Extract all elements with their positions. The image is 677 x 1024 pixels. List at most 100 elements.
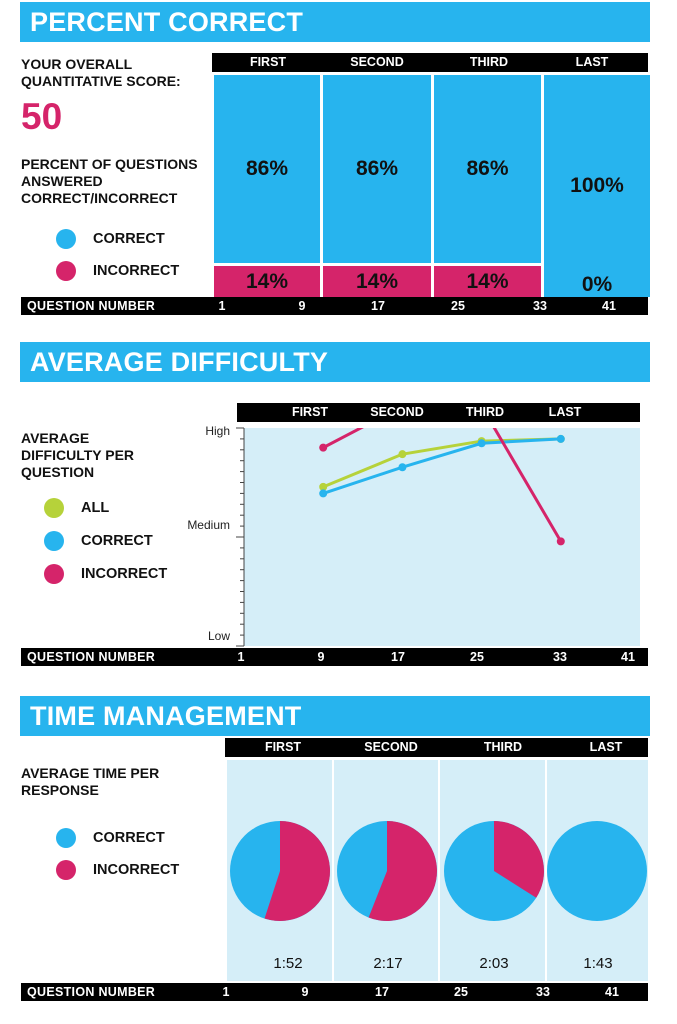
ad-tick-1: 1 (237, 650, 245, 664)
difficulty-line-incorrect (322, 428, 563, 543)
ad-tick-33: 33 (553, 650, 567, 664)
tm-legend-correct: CORRECT (56, 828, 165, 848)
pc-column-last: 100% 0% (544, 75, 650, 297)
pc-segment-bar: FIRST SECOND THIRD LAST (212, 53, 648, 72)
difficulty-point-correct (556, 434, 565, 443)
pie-slice-incorrect-third (494, 821, 544, 898)
tm-segment-first: FIRST (264, 740, 302, 754)
all-legend-dot (44, 498, 64, 518)
difficulty-point-correct (398, 463, 407, 472)
tm-tick-17: 17 (375, 985, 389, 999)
pc-legend-incorrect-label: INCORRECT (93, 263, 180, 279)
average-difficulty-header: AVERAGE DIFFICULTY (20, 342, 650, 382)
pc-bar-incorrect-last: 0% (581, 273, 613, 296)
tm-segment-second: SECOND (364, 740, 418, 754)
difficulty-label: AVERAGE DIFFICULTY PER QUESTION (21, 430, 134, 481)
difficulty-point-correct (477, 439, 486, 448)
difficulty-line-correct (322, 437, 561, 495)
pc-bar-correct-first: 86% (214, 75, 320, 263)
tm-legend-incorrect-label: INCORRECT (93, 862, 180, 878)
tm-tick-1: 1 (222, 985, 230, 999)
score-label: YOUR OVERALL QUANTITATIVE SCORE: (21, 56, 181, 90)
tm-question-number-bar: QUESTION NUMBER 1 9 17 25 33 41 (21, 983, 648, 1001)
difficulty-point-all (398, 450, 407, 459)
overall-score: 50 (21, 96, 63, 137)
pc-question-number-bar: QUESTION NUMBER 1 9 17 25 33 41 (21, 297, 648, 315)
average-difficulty-title: AVERAGE DIFFICULTY (30, 347, 329, 377)
ad-legend-incorrect-label: INCORRECT (81, 566, 168, 582)
pc-bar-incorrect-second: 14% (323, 266, 431, 297)
tm-segment-bar: FIRST SECOND THIRD LAST (225, 738, 648, 757)
pc-column-second: 86% 14% (323, 75, 431, 297)
ad-legend-all-label: ALL (81, 500, 110, 516)
pc-segment-third: THIRD (469, 55, 509, 69)
tm-tick-25: 25 (454, 985, 468, 999)
pc-legend-correct-label: CORRECT (93, 231, 165, 247)
difficulty-plot-area (244, 428, 640, 646)
percent-correct-header: PERCENT CORRECT (20, 2, 650, 42)
score-label-line2: QUANTITATIVE SCORE: (21, 73, 181, 89)
pc-bar-correct-third: 86% (434, 75, 541, 263)
ad-segment-first: FIRST (291, 405, 329, 419)
y-label-medium: Medium (187, 518, 230, 532)
tm-legend-correct-label: CORRECT (93, 830, 165, 846)
time-second: 2:17 (373, 955, 403, 972)
time-management-header: TIME MANAGEMENT (20, 696, 650, 736)
time-last: 1:43 (583, 955, 613, 972)
ad-segment-second: SECOND (370, 405, 424, 419)
tm-segment-last: LAST (589, 740, 623, 754)
difficulty-point-incorrect (319, 443, 328, 452)
pc-legend-incorrect: INCORRECT (56, 261, 179, 281)
percent-questions-label: PERCENT OF QUESTIONS ANSWERED CORRECT/IN… (21, 156, 198, 207)
score-label-line1: YOUR OVERALL (21, 56, 133, 72)
time-label-line1: AVERAGE TIME PER (21, 765, 160, 781)
pc-tick-25: 25 (451, 299, 465, 313)
pc-tick-9: 9 (298, 299, 306, 313)
ad-legend-correct-label: CORRECT (81, 533, 153, 549)
ad-tick-9: 9 (317, 650, 325, 664)
tm-tick-33: 33 (536, 985, 550, 999)
percent-correct-title: PERCENT CORRECT (30, 7, 304, 37)
pie-slice-incorrect-first (264, 821, 331, 921)
ad-segment-bar: FIRST SECOND THIRD LAST (237, 403, 640, 422)
time-label-line2: RESPONSE (21, 782, 99, 798)
difficulty-y-ticks (236, 427, 244, 647)
pc-column-first: 86% 14% (214, 75, 320, 297)
pc-question-number-label: QUESTION NUMBER (27, 299, 156, 313)
pie-slice-correct-last (547, 821, 647, 921)
time-management-title: TIME MANAGEMENT (30, 701, 302, 731)
ad-question-number-bar: QUESTION NUMBER 1 9 17 25 33 41 (21, 648, 648, 666)
tm-legend-incorrect: INCORRECT (56, 860, 179, 880)
incorrect-legend-dot (56, 860, 76, 880)
pc-segment-second: SECOND (350, 55, 404, 69)
ad-legend-all: ALL (44, 498, 109, 518)
pc-bar-correct-last: 100% (544, 75, 650, 297)
pc-bar-correct-second: 86% (323, 75, 431, 263)
difficulty-label-line2: DIFFICULTY PER (21, 447, 135, 463)
tm-segment-third: THIRD (483, 740, 523, 754)
pc-column-third: 86% 14% (434, 75, 541, 297)
difficulty-point-correct (319, 489, 328, 498)
ad-segment-last: LAST (548, 405, 582, 419)
pq-label-line3: CORRECT/INCORRECT (21, 190, 178, 206)
ad-tick-17: 17 (391, 650, 405, 664)
ad-tick-25: 25 (470, 650, 484, 664)
pc-legend-correct: CORRECT (56, 229, 165, 249)
pie-slice-incorrect-second (368, 821, 437, 921)
difficulty-label-line3: QUESTION (21, 464, 95, 480)
incorrect-legend-dot (44, 564, 64, 584)
pc-bar-incorrect-third: 14% (434, 266, 541, 297)
pc-tick-33: 33 (533, 299, 547, 313)
incorrect-legend-dot (56, 261, 76, 281)
difficulty-label-line1: AVERAGE (21, 430, 90, 446)
time-label: AVERAGE TIME PER RESPONSE (21, 765, 159, 799)
pq-label-line1: PERCENT OF QUESTIONS (21, 156, 198, 172)
tm-question-number-label: QUESTION NUMBER (27, 985, 156, 999)
difficulty-point-all (319, 482, 328, 491)
y-label-low: Low (208, 629, 230, 643)
difficulty-line-chart: High Medium Low (187, 424, 640, 647)
pc-segment-first: FIRST (249, 55, 287, 69)
pc-segment-last: LAST (575, 55, 609, 69)
correct-legend-dot (56, 828, 76, 848)
difficulty-point-incorrect (556, 537, 565, 546)
